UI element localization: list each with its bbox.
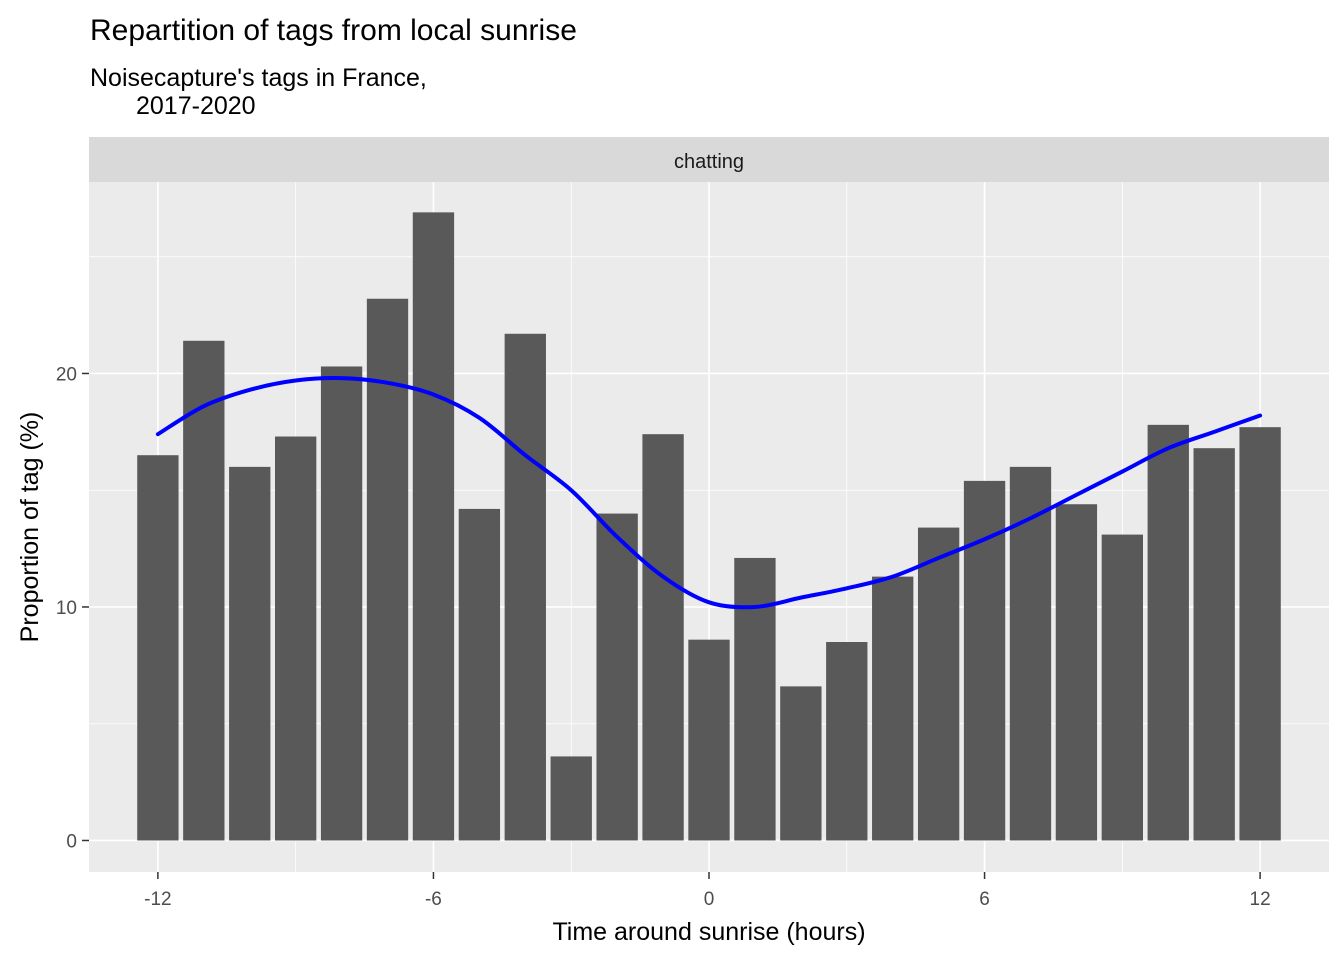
x-axis: -12 -6 0 6 12: [144, 872, 1271, 910]
bar: [1055, 504, 1098, 841]
x-tick-label: 6: [979, 889, 990, 910]
bar: [1101, 534, 1143, 841]
bar: [734, 557, 776, 841]
bar: [1239, 427, 1281, 841]
chart-subtitle-line-2: 2017-2020: [136, 92, 256, 120]
y-axis-title: Proportion of tag (%): [16, 412, 44, 643]
bars: [137, 212, 1281, 841]
bar: [826, 642, 868, 841]
bar: [688, 639, 730, 841]
chart-subtitle-line-1: Noisecapture's tags in France,: [90, 64, 427, 92]
bar: [504, 333, 546, 841]
bar: [596, 513, 638, 841]
bar: [917, 527, 960, 841]
bar: [642, 434, 684, 841]
y-axis: 0 10 20: [56, 364, 89, 852]
bar: [1009, 466, 1052, 841]
y-tick-label: 20: [56, 364, 77, 385]
bar: [320, 366, 363, 841]
x-tick-label: -12: [144, 889, 171, 910]
bar: [183, 340, 225, 841]
bar: [1193, 448, 1235, 841]
facet-strip-label: chatting: [674, 151, 744, 173]
bar: [137, 455, 179, 841]
y-tick-label: 0: [66, 831, 77, 852]
bar: [275, 436, 317, 841]
bar: [780, 686, 822, 841]
x-tick-label: -6: [425, 889, 442, 910]
x-tick-label: 12: [1250, 889, 1271, 910]
chart-title: Repartition of tags from local sunrise: [90, 14, 577, 47]
bar: [1147, 424, 1189, 841]
smooth-trend-line: [155, 376, 1263, 610]
facet-strip: [89, 137, 1329, 182]
bar: [550, 756, 592, 841]
bar: [872, 576, 914, 841]
x-tick-label: 0: [704, 889, 715, 910]
bar: [366, 298, 409, 841]
bar: [229, 466, 271, 841]
x-axis-title: Time around sunrise (hours): [552, 918, 865, 946]
y-tick-label: 10: [56, 598, 77, 619]
bar: [412, 212, 455, 841]
bar: [458, 508, 501, 841]
